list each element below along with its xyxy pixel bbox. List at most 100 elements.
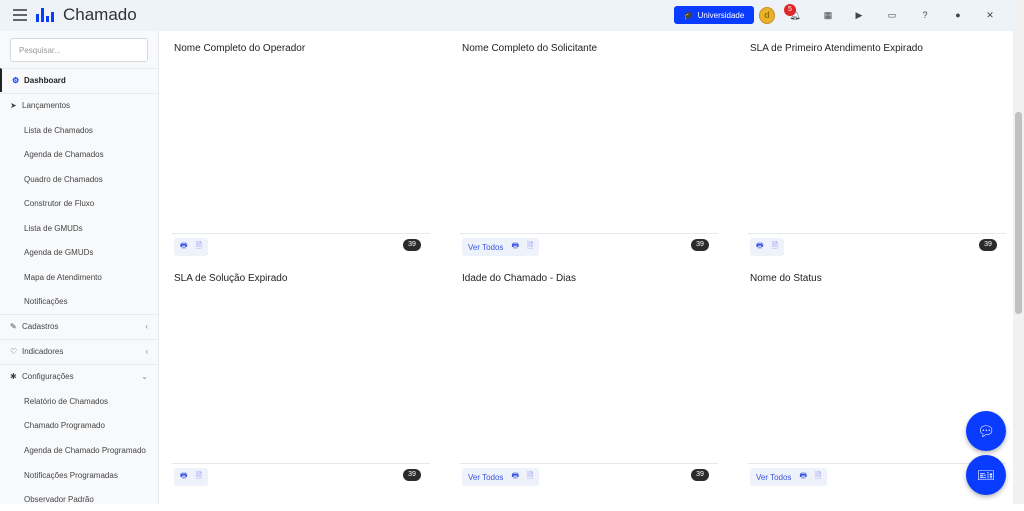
print-icon[interactable]: 🖶 (180, 241, 188, 250)
center-value: 17 (290, 383, 307, 400)
donut-slice[interactable] (509, 164, 544, 204)
help-icon[interactable]: ? (922, 10, 928, 20)
divider (748, 463, 1006, 464)
pdf-export-icon[interactable]: 🗎 (195, 241, 202, 250)
monitor-icon[interactable]: ▭ (887, 10, 897, 20)
ticket-icon: 🎫︎ (977, 466, 995, 483)
center-label: Resolvido (831, 360, 917, 380)
pdf-export-icon[interactable]: 🗎 (527, 471, 534, 480)
divider (172, 463, 430, 464)
donut-slice[interactable] (606, 308, 661, 368)
donut-slice[interactable] (555, 302, 617, 329)
chart-title: SLA de Primeiro Atendimento Expirado (750, 43, 923, 54)
chart-title: SLA de Solução Expirado (174, 273, 288, 284)
search-input[interactable]: Pesquisar... (10, 38, 148, 62)
ver-todos-link[interactable]: Ver Todos (468, 242, 504, 252)
print-icon[interactable]: 🖶 (180, 471, 188, 480)
sidebar-item[interactable]: ✱ Configurações ⌄ (0, 364, 158, 388)
donut-slice[interactable] (226, 72, 374, 224)
donut-slice[interactable] (511, 78, 566, 138)
sidebar-item[interactable]: Notificações (0, 289, 158, 313)
scrollbar-thumb[interactable] (1015, 112, 1022, 314)
sidebar-item[interactable]: Lista de Chamados (0, 118, 158, 142)
donut-slice[interactable] (585, 362, 662, 454)
donut-slice[interactable] (585, 83, 662, 224)
donut-slice[interactable] (218, 308, 295, 455)
divider (748, 233, 1006, 234)
sidebar-item[interactable]: Notificações Programadas (0, 463, 158, 487)
donut-slice[interactable] (510, 132, 535, 170)
sidebar-item[interactable]: Relatório de Chamados (0, 389, 158, 413)
sidebar-item[interactable]: Observador Padrão (0, 487, 158, 511)
print-icon[interactable]: 🖶 (511, 241, 519, 250)
top-bar: Chamado 🎓 Universidade d 🔔︎ 5 ▦ ▶ ▭ ? ● ✕ (0, 0, 1013, 31)
chevron-down-icon: ⌄ (141, 372, 148, 381)
sidebar-item-label: Dashboard (24, 76, 66, 85)
print-icon[interactable]: 🖶 (511, 471, 519, 480)
coin-icon[interactable]: d (759, 7, 775, 24)
sidebar-item[interactable]: ✎ Cadastros ‹ (0, 314, 158, 338)
menu-toggle-icon[interactable] (13, 9, 27, 21)
center-value: 2 (582, 383, 590, 400)
donut-slice[interactable] (876, 331, 954, 456)
center-value: 24 (866, 153, 883, 170)
sidebar-item-label: Agenda de Chamado Programado (24, 445, 146, 455)
pdf-export-icon[interactable]: 🗎 (815, 471, 822, 480)
center-value: 3 (582, 153, 590, 170)
sidebar-item[interactable]: Mapa de Atendimento (0, 265, 158, 289)
selected-slice-indicator (533, 359, 539, 376)
donut-slice[interactable] (555, 72, 628, 103)
universidade-button[interactable]: 🎓 Universidade (674, 6, 754, 24)
donut-slice[interactable] (823, 302, 934, 345)
donut-slice[interactable] (222, 120, 248, 158)
logo-icon (36, 8, 54, 22)
sidebar-item[interactable]: Agenda de Chamados (0, 142, 158, 166)
donut-slice[interactable] (861, 431, 875, 454)
donut-slice[interactable] (232, 181, 271, 219)
chat-button[interactable]: 💬︎ (966, 411, 1006, 451)
user-icon[interactable]: ● (955, 10, 961, 20)
location-arrow-icon: ➤ (10, 101, 17, 110)
play-icon[interactable]: ▶ (855, 10, 863, 20)
ticket-button[interactable]: 🎫︎ (966, 455, 1006, 495)
dashboard-icon: ⚙ (12, 76, 20, 85)
sidebar-item[interactable]: Lista de GMUDs (0, 216, 158, 240)
expand-icon[interactable]: ✕ (986, 10, 994, 20)
print-icon[interactable]: 🖶 (756, 241, 764, 250)
sidebar-item[interactable]: ♡ Indicadores ‹ (0, 339, 158, 363)
donut-slice[interactable] (826, 70, 954, 223)
ver-todos-link[interactable]: Ver Todos (756, 472, 792, 482)
sidebar-item[interactable]: Agenda de GMUDs (0, 240, 158, 264)
sidebar-item[interactable]: ⚙ Dashboard (0, 68, 158, 92)
donut-slice[interactable] (798, 90, 875, 224)
donut-slice[interactable] (514, 308, 566, 360)
sidebar-item[interactable]: Agenda de Chamado Programado (0, 438, 158, 462)
pdf-export-icon[interactable]: 🗎 (771, 241, 778, 250)
sidebar-item[interactable]: Quadro de Chamados (0, 167, 158, 191)
gear-icon: ✱ (10, 372, 17, 381)
sidebar-item[interactable]: Chamado Programado (0, 413, 158, 437)
sidebar: Pesquisar... ⚙ Dashboard ➤ Lançamentos Lista… (0, 31, 159, 504)
donut-slice[interactable] (267, 302, 374, 454)
sidebar-item-label: Lista de Chamados (24, 125, 93, 135)
sidebar-item[interactable]: ➤ Lançamentos (0, 93, 158, 117)
print-icon[interactable]: 🖶 (799, 471, 807, 480)
sidebar-item-label: Cadastros (22, 322, 59, 331)
donut-slice[interactable] (561, 199, 587, 224)
divider (460, 463, 718, 464)
scrollbar[interactable] (1013, 0, 1024, 504)
center-value: 3 (294, 153, 302, 170)
donut-slice[interactable] (222, 153, 254, 192)
donut-slice[interactable] (262, 195, 299, 224)
ver-todos-link[interactable]: Ver Todos (468, 472, 504, 482)
pdf-export-icon[interactable]: 🗎 (195, 471, 202, 480)
sidebar-item-label: Agenda de GMUDs (24, 247, 94, 257)
sidebar-item-label: Lançamentos (22, 101, 71, 110)
bell-icon[interactable]: 🔔︎ (789, 10, 801, 20)
donut-slice[interactable] (530, 415, 587, 454)
pdf-export-icon[interactable]: 🗎 (527, 241, 534, 250)
sidebar-item[interactable]: Construtor de Fluxo (0, 191, 158, 215)
grid-icon[interactable]: ▦ (823, 10, 833, 20)
chart-title: Nome do Status (750, 273, 822, 284)
sidebar-item-label: Construtor de Fluxo (24, 198, 95, 208)
